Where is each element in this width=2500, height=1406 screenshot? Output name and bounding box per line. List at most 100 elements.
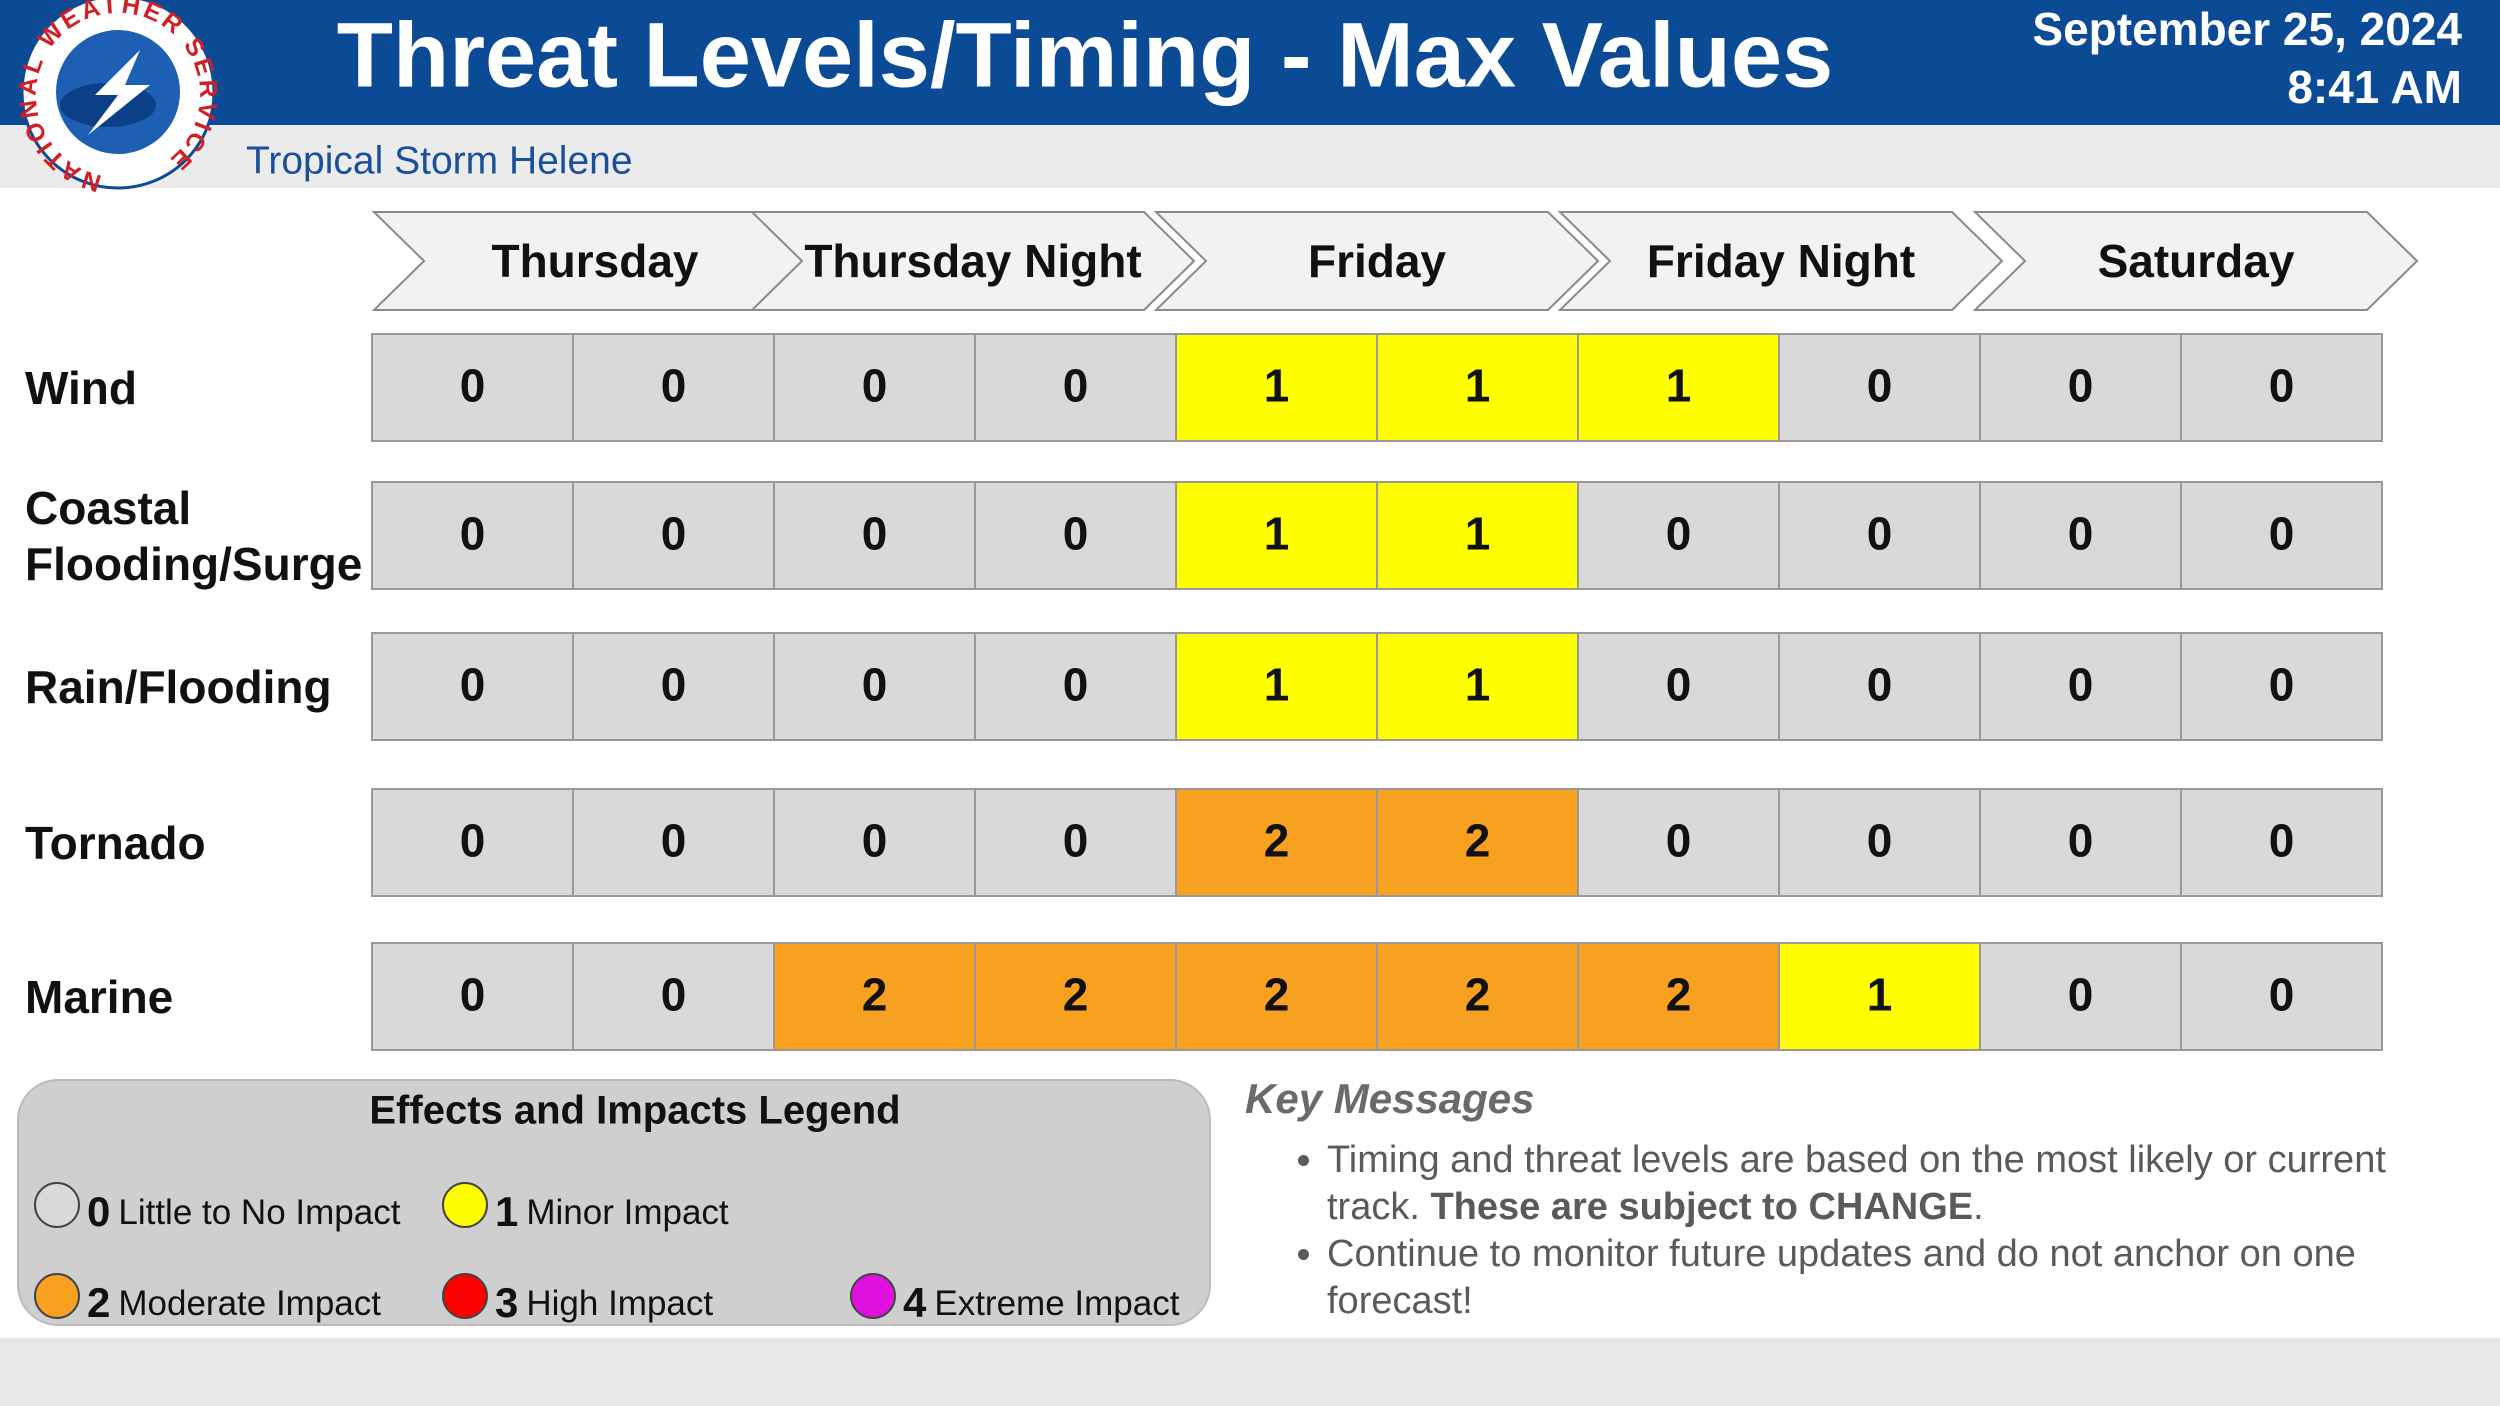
threat-value: 0: [1063, 815, 1089, 867]
threat-value: 1: [1264, 360, 1290, 412]
legend-level: 3: [495, 1279, 518, 1326]
threat-cell: [1577, 942, 1780, 1051]
legend-level: 2: [87, 1279, 110, 1326]
threat-cell: [371, 632, 574, 741]
legend-swatch: [442, 1273, 488, 1319]
key-message-text: .: [1973, 1186, 1984, 1228]
threat-value: 0: [1867, 360, 1893, 412]
threat-cell: [371, 333, 574, 442]
header-bar: [0, 0, 2500, 125]
threat-value: 0: [1867, 508, 1893, 560]
legend-swatch: [34, 1182, 80, 1228]
threat-cell: [974, 942, 1177, 1051]
period-arrow: [1972, 211, 2419, 311]
legend-title: Effects and Impacts Legend: [369, 1089, 900, 1133]
key-message-emphasis: These are subject to CHANGE: [1430, 1186, 1974, 1228]
subheader-bar: [0, 125, 2500, 188]
threat-value: 0: [2269, 659, 2295, 711]
threat-value: 1: [1666, 360, 1692, 412]
logo: NATIONAL WEATHER SERVICE: [14, 0, 219, 197]
threat-cell: [2180, 632, 2383, 741]
threat-value: 0: [1666, 815, 1692, 867]
threat-value: 0: [1666, 659, 1692, 711]
legend-swatch: [442, 1182, 488, 1228]
threat-value: 0: [862, 659, 888, 711]
threat-value: 0: [2068, 508, 2094, 560]
threat-value: 1: [1465, 360, 1491, 412]
threat-value: 0: [1063, 508, 1089, 560]
threat-value: 0: [661, 360, 687, 412]
threat-cell: [773, 481, 976, 590]
key-message-text: Continue to monitor future updates and d…: [1327, 1233, 2356, 1322]
threat-cell: [371, 788, 574, 897]
legend-label: Little to No Impact: [118, 1193, 400, 1232]
threat-label: Tornado: [25, 816, 206, 869]
threat-cell: [1778, 788, 1981, 897]
threat-cell: [773, 632, 976, 741]
title: Threat Levels/Timing - Max Values: [337, 4, 1833, 106]
threat-cell: [2180, 942, 2383, 1051]
legend-level: 1: [495, 1188, 518, 1235]
threat-value: 0: [2269, 969, 2295, 1021]
key-messages-title: Key Messages: [1245, 1075, 1535, 1122]
key-messages: Key Messages Timing and threat levels ar…: [1245, 1075, 2445, 1325]
period-arrow: [749, 211, 1196, 311]
threat-cell: [1175, 788, 1378, 897]
threat-cell: [773, 333, 976, 442]
threat-cell: [572, 632, 775, 741]
threat-value: 0: [862, 508, 888, 560]
date: September 25, 2024: [2032, 3, 2462, 55]
period-arrow: [1153, 211, 1600, 311]
legend-entry: 0 Little to No Impact: [87, 1188, 401, 1235]
threat-cell: [572, 333, 775, 442]
threat-cell: [1979, 942, 2182, 1051]
threat-value: 0: [1063, 360, 1089, 412]
threat-value: 2: [1264, 969, 1290, 1021]
threat-label: Marine: [25, 970, 174, 1023]
threat-cell: [572, 788, 775, 897]
threat-value: 2: [1063, 969, 1089, 1021]
threat-value: 0: [1666, 508, 1692, 560]
threat-value: 0: [661, 815, 687, 867]
threat-value: 0: [460, 659, 486, 711]
threat-cell: [1175, 481, 1378, 590]
legend-entry: 2 Moderate Impact: [87, 1279, 381, 1326]
threat-value: 0: [2269, 360, 2295, 412]
threat-value: 2: [1264, 815, 1290, 867]
threat-value: 0: [661, 969, 687, 1021]
threat-value: 1: [1264, 659, 1290, 711]
threat-cell: [1376, 788, 1579, 897]
legend-entry: 1 Minor Impact: [495, 1188, 729, 1235]
threat-cell: [1175, 632, 1378, 741]
legend-level: 0: [87, 1188, 110, 1235]
threat-value: 2: [1666, 969, 1692, 1021]
threat-value: 0: [2269, 815, 2295, 867]
threat-value: 1: [1867, 969, 1893, 1021]
threat-cell: [773, 788, 976, 897]
threat-value: 0: [460, 969, 486, 1021]
threat-value: 0: [460, 815, 486, 867]
threat-value: 0: [1063, 659, 1089, 711]
key-message: Timing and threat levels are based on th…: [1327, 1137, 2445, 1231]
threat-cell: [1376, 632, 1579, 741]
threat-label: Wind: [25, 361, 137, 414]
threat-cell: [371, 942, 574, 1051]
threat-cell: [974, 333, 1177, 442]
legend-label: Minor Impact: [526, 1193, 729, 1232]
threat-cell: [1577, 481, 1780, 590]
period-label: Saturday: [2097, 235, 2295, 287]
time: 8:41 AM: [2287, 61, 2462, 113]
threat-value: 0: [661, 659, 687, 711]
subtitle: Tropical Storm Helene: [246, 139, 633, 182]
threat-value: 0: [2269, 508, 2295, 560]
threat-cell: [1979, 632, 2182, 741]
threat-cell: [1376, 333, 1579, 442]
threat-value: 0: [862, 815, 888, 867]
threat-cell: [2180, 481, 2383, 590]
threat-cell: [1577, 788, 1780, 897]
threat-value: 0: [1867, 815, 1893, 867]
threat-cell: [1376, 942, 1579, 1051]
threat-cell: [974, 632, 1177, 741]
threat-value: 0: [460, 508, 486, 560]
